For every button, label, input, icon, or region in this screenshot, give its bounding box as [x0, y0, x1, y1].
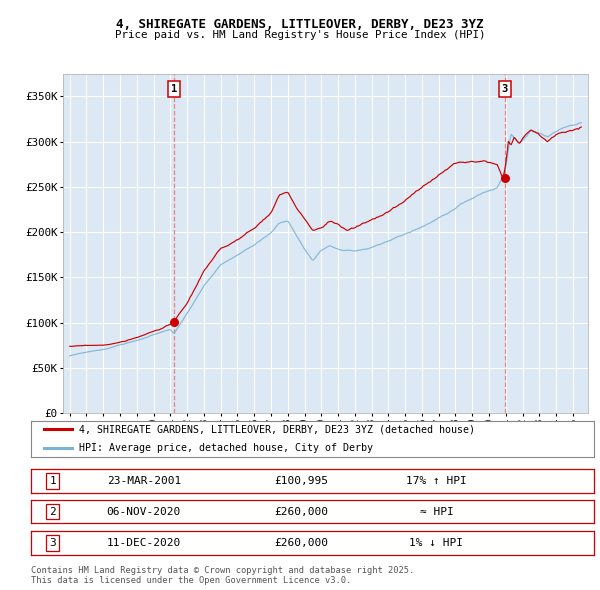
Text: £100,995: £100,995 — [274, 476, 328, 486]
Text: £260,000: £260,000 — [274, 507, 328, 516]
Text: Contains HM Land Registry data © Crown copyright and database right 2025.
This d: Contains HM Land Registry data © Crown c… — [31, 566, 415, 585]
Text: ≈ HPI: ≈ HPI — [419, 507, 453, 516]
Text: £260,000: £260,000 — [274, 538, 328, 548]
Text: 06-NOV-2020: 06-NOV-2020 — [107, 507, 181, 516]
Text: HPI: Average price, detached house, City of Derby: HPI: Average price, detached house, City… — [79, 442, 373, 453]
Text: 4, SHIREGATE GARDENS, LITTLEOVER, DERBY, DE23 3YZ (detached house): 4, SHIREGATE GARDENS, LITTLEOVER, DERBY,… — [79, 424, 475, 434]
Text: 1: 1 — [171, 84, 177, 94]
Text: 4, SHIREGATE GARDENS, LITTLEOVER, DERBY, DE23 3YZ: 4, SHIREGATE GARDENS, LITTLEOVER, DERBY,… — [116, 18, 484, 31]
Text: 23-MAR-2001: 23-MAR-2001 — [107, 476, 181, 486]
Text: 1: 1 — [49, 476, 56, 486]
Text: Price paid vs. HM Land Registry's House Price Index (HPI): Price paid vs. HM Land Registry's House … — [115, 30, 485, 40]
Text: 3: 3 — [49, 538, 56, 548]
Text: 17% ↑ HPI: 17% ↑ HPI — [406, 476, 467, 486]
Text: 2: 2 — [49, 507, 56, 516]
Text: 11-DEC-2020: 11-DEC-2020 — [107, 538, 181, 548]
Text: 1% ↓ HPI: 1% ↓ HPI — [409, 538, 463, 548]
Text: 3: 3 — [502, 84, 508, 94]
